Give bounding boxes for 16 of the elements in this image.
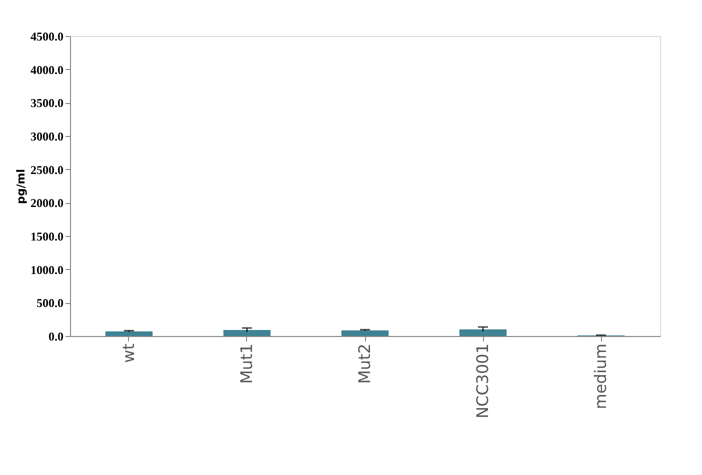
x-tick-label: medium	[591, 344, 610, 410]
x-tick-label: wt	[119, 344, 138, 363]
y-tick-label: 2500.0	[30, 162, 64, 177]
y-tick-label: 4500.0	[30, 30, 64, 44]
y-tick-label: 4000.0	[30, 62, 64, 77]
y-tick-label: 1000.0	[30, 262, 64, 277]
y-tick-label: 1500.0	[30, 230, 64, 244]
y-axis-title: pg/ml	[14, 169, 28, 204]
y-tick-label: 2000.0	[30, 196, 64, 210]
y-tick-label: 500.0	[36, 296, 64, 310]
x-tick-label: Mut2	[355, 344, 374, 384]
y-tick-label: 0.0	[48, 330, 64, 344]
y-tick-label: 3500.0	[30, 96, 64, 110]
x-tick-label: NCC3001	[473, 344, 492, 419]
y-tick-label: 3000.0	[30, 130, 64, 144]
x-tick-label: Mut1	[237, 344, 256, 384]
